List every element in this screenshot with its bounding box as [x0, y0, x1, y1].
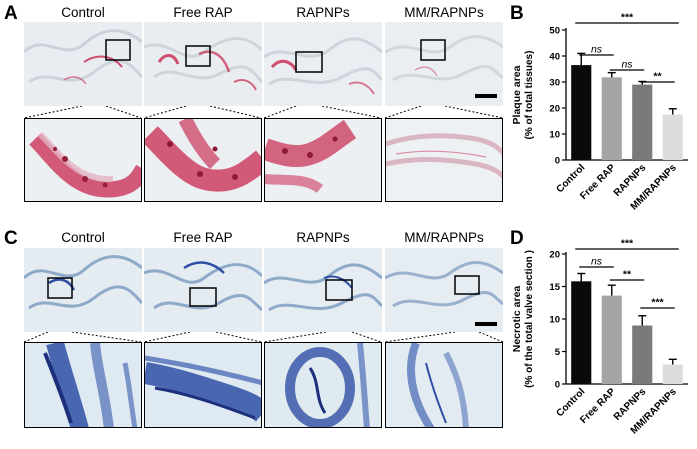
micrograph-c-mm-rapnps-low	[385, 248, 503, 332]
panel-label-c: C	[4, 228, 18, 249]
micrograph-a-free-rap-high	[144, 118, 262, 202]
column-title-mm-rapnps-a: MM/RAPNPs	[404, 5, 484, 20]
bar	[662, 364, 683, 384]
micrograph-a-free-rap-low	[144, 22, 262, 106]
bar-chart-plaque-area: Plaque area (% of total tissues) 0 10 20 30 40…	[511, 12, 688, 213]
bar	[571, 281, 592, 384]
micrograph-c-control-low	[24, 248, 142, 332]
significance-label: ns	[591, 256, 603, 268]
micrograph-a-control-high	[24, 118, 142, 202]
significance-label: **	[653, 71, 662, 83]
bar	[632, 325, 653, 384]
bar	[632, 84, 653, 160]
column-title-control-c: Control	[61, 230, 105, 245]
micrograph-c-free-rap-high	[144, 342, 262, 428]
zoom-connectors-a	[24, 106, 504, 118]
significance-label: ns	[621, 59, 633, 71]
y-tick-label: 30	[549, 78, 560, 89]
significance-label: **	[623, 269, 632, 281]
panel-label-d: D	[510, 228, 524, 249]
micrograph-c-control-high	[24, 342, 142, 428]
y-tick-label: 20	[549, 104, 560, 115]
micrograph-a-mm-rapnps-low	[385, 22, 503, 106]
y-tick-label: 0	[555, 156, 560, 167]
micrograph-c-free-rap-low	[144, 248, 262, 332]
y-axis-label: Plaque area	[511, 65, 523, 124]
bar	[571, 65, 592, 160]
significance-label: ns	[591, 44, 603, 56]
y-axis-sublabel: (% of the total valve section )	[524, 250, 535, 388]
bar	[601, 77, 622, 160]
significance-label: ***	[621, 12, 634, 24]
column-title-free-rap-a: Free RAP	[173, 5, 233, 20]
bar-chart-necrotic-area: Necrotic area (% of the total valve secti…	[511, 238, 688, 437]
panel-label-a: A	[4, 3, 18, 24]
column-title-mm-rapnps-c: MM/RAPNPs	[404, 230, 484, 245]
column-title-rapnps-c: RAPNPs	[296, 230, 350, 245]
zoom-connectors-c	[24, 332, 504, 342]
bar	[662, 114, 683, 160]
micrograph-a-rapnps-high	[264, 118, 382, 202]
column-title-free-rap-c: Free RAP	[173, 230, 233, 245]
y-axis-label: Necrotic area	[511, 286, 523, 353]
y-tick-label: 10	[549, 315, 560, 326]
significance-label: ***	[621, 238, 634, 250]
y-tick-label: 40	[549, 52, 560, 63]
bar	[601, 295, 622, 384]
y-tick-label: 10	[549, 130, 560, 141]
micrograph-c-rapnps-high	[264, 342, 382, 428]
significance-label: ***	[651, 297, 664, 309]
column-title-control-a: Control	[61, 5, 105, 20]
y-tick-label: 50	[549, 26, 560, 37]
micrograph-a-control-low	[24, 22, 142, 106]
micrograph-a-mm-rapnps-high	[385, 118, 503, 202]
y-tick-label: 0	[555, 380, 560, 391]
panel-label-b: B	[510, 3, 524, 24]
micrograph-a-rapnps-low	[264, 22, 382, 106]
y-tick-label: 5	[555, 347, 561, 358]
micrograph-c-rapnps-low	[264, 248, 382, 332]
y-tick-label: 20	[549, 250, 560, 261]
column-title-rapnps-a: RAPNPs	[296, 5, 350, 20]
y-tick-label: 15	[549, 282, 560, 293]
micrograph-c-mm-rapnps-high	[385, 342, 503, 428]
y-axis-sublabel: (% of total tissues)	[524, 51, 535, 140]
